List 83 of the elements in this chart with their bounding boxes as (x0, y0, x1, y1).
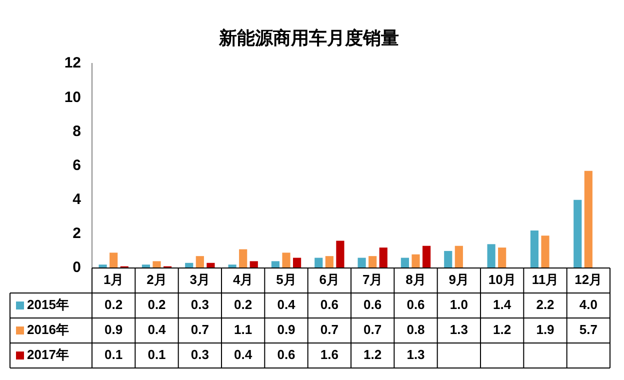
data-label: 0.7 (320, 322, 338, 338)
data-label: 1.3 (450, 322, 468, 338)
bar (574, 200, 582, 268)
data-label: 1.6 (320, 347, 338, 362)
data-label: 0.6 (364, 297, 382, 312)
data-label: 0.2 (234, 297, 252, 312)
bar (584, 170, 592, 268)
bar (358, 258, 366, 268)
data-label: 1.1 (234, 322, 252, 338)
bar (444, 250, 452, 268)
bar (541, 236, 550, 268)
data-label: 0.9 (277, 322, 296, 338)
data-label: 0.6 (277, 347, 296, 362)
x-tick-label: 2月 (146, 272, 167, 288)
bar (412, 254, 420, 268)
y-tick-label: 0 (72, 259, 81, 276)
x-tick-label: 4月 (232, 272, 254, 288)
x-tick-label: 5月 (276, 272, 296, 288)
data-label: 0.6 (406, 297, 425, 312)
data-label: 0.1 (148, 347, 166, 362)
data-label: 2.2 (536, 297, 554, 312)
data-label: 1.4 (493, 297, 512, 312)
data-label: 0.7 (190, 322, 209, 338)
y-tick-label: 2 (72, 225, 81, 242)
data-label: 5.7 (579, 322, 598, 338)
bar (422, 246, 431, 268)
data-label: 1.3 (406, 347, 425, 362)
data-label: 0.2 (148, 297, 166, 312)
bar (196, 256, 204, 268)
bar (282, 252, 290, 268)
bar (379, 248, 388, 268)
bar (498, 248, 506, 268)
data-label: 0.2 (104, 297, 123, 312)
bar (487, 244, 496, 268)
legend-label: 2015年 (27, 297, 69, 312)
data-label: 0.3 (190, 347, 209, 362)
data-label: 0.7 (364, 322, 382, 338)
data-label: 1.2 (493, 322, 512, 338)
y-tick-label: 12 (64, 54, 81, 72)
x-tick-label: 6月 (319, 272, 340, 288)
data-label: 1.0 (450, 297, 468, 312)
bar (400, 258, 410, 268)
bar (325, 256, 334, 268)
x-tick-label: 10月 (488, 272, 516, 288)
x-tick-label: 12月 (574, 272, 602, 288)
bar (98, 264, 107, 268)
y-tick-label: 4 (72, 191, 82, 208)
y-tick-label: 10 (64, 88, 81, 106)
legend-label: 2016年 (27, 322, 69, 338)
data-label: 0.4 (277, 297, 296, 312)
bar (368, 256, 377, 268)
bar (152, 261, 161, 268)
x-tick-label: 8月 (406, 272, 426, 288)
x-tick-label: 3月 (190, 272, 210, 288)
data-label: 1.9 (536, 322, 554, 338)
data-label: 0.6 (320, 297, 338, 312)
data-label: 0.3 (190, 297, 209, 312)
y-tick-label: 8 (72, 122, 81, 140)
x-tick-label: 9月 (448, 272, 470, 288)
x-tick-label: 1月 (103, 272, 124, 288)
bar (250, 261, 258, 268)
x-tick-label: 7月 (362, 272, 383, 288)
bar (530, 230, 539, 268)
bar (228, 264, 236, 268)
data-label: 0.8 (406, 322, 425, 338)
data-label: 1.2 (364, 347, 382, 362)
y-tick-label: 6 (72, 156, 81, 174)
data-label: 0.4 (234, 347, 253, 362)
bar (271, 261, 280, 268)
legend-label: 2017年 (27, 347, 69, 362)
data-label: 0.1 (104, 347, 123, 362)
chart-title: 新能源商用车月度销量 (218, 28, 399, 48)
bar (239, 249, 248, 268)
data-label: 0.9 (104, 322, 123, 338)
bar (110, 252, 118, 268)
x-tick-label: 11月 (532, 272, 559, 288)
data-label: 4.0 (579, 297, 598, 312)
bar (314, 258, 323, 268)
bar (206, 262, 215, 268)
bar (336, 240, 344, 268)
data-label: 0.4 (148, 322, 167, 338)
bar (454, 246, 463, 268)
bar (292, 258, 302, 268)
